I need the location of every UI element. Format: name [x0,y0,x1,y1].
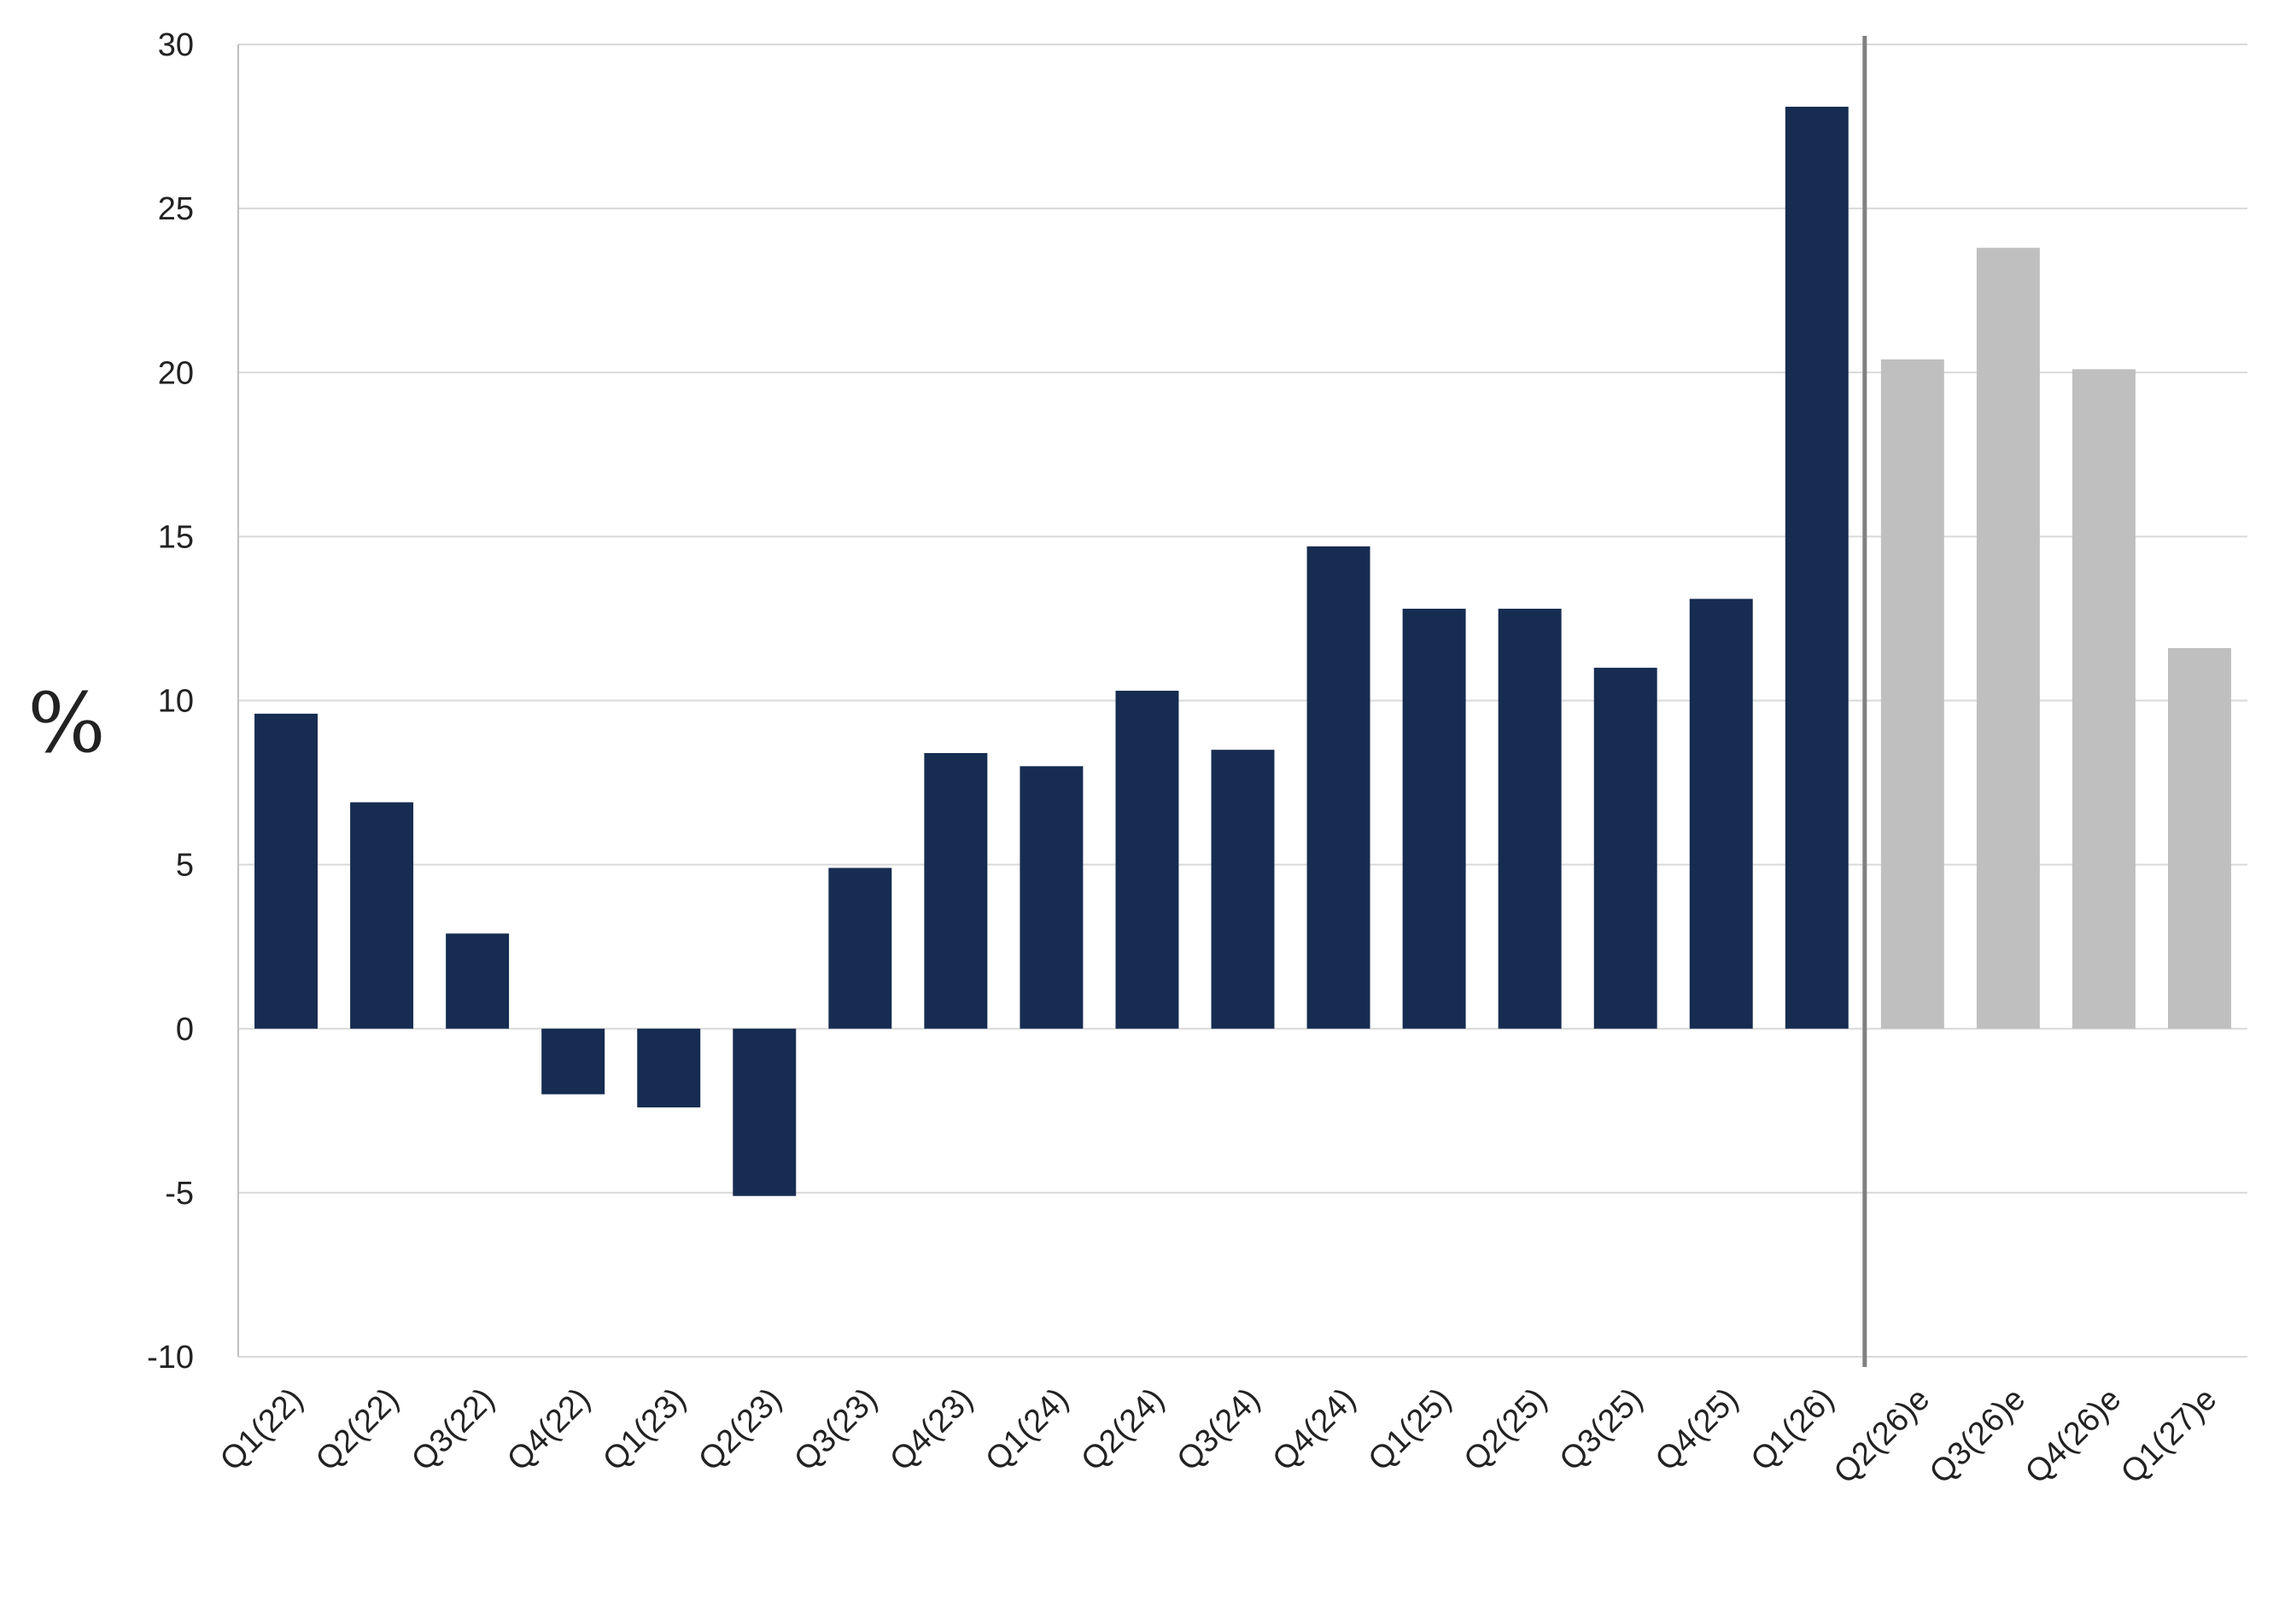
x-tick-label: Q2(24) [1074,1382,1171,1478]
y-tick-label: 15 [158,519,194,555]
x-tick-label: Q4(24) [1266,1382,1363,1478]
y-tick-label: 5 [176,848,194,884]
y-tick-label: -10 [147,1340,194,1376]
bar [1020,766,1084,1029]
y-tick-label: -5 [165,1176,194,1212]
bar [254,713,318,1029]
bar [924,752,988,1029]
x-tick-label: Q1(26) [1744,1382,1841,1478]
x-tick-label: Q4(25) [1649,1382,1745,1478]
x-tick-label: Q1(25) [1362,1382,1458,1478]
x-tick-label: Q3(23) [787,1382,884,1478]
bar [1115,690,1179,1029]
bar [541,1028,605,1095]
bar [1306,546,1370,1029]
bar [350,802,414,1029]
forecast-bar [2168,648,2231,1029]
bar [637,1028,701,1107]
x-tick-label: Q1(22) [213,1382,310,1478]
bar [1402,608,1466,1029]
x-tick-label: Q1(27)e [2114,1382,2223,1491]
y-tick-label: 0 [176,1012,194,1048]
x-tick-label: Q2(23) [692,1382,788,1478]
gridlines [238,44,2247,1358]
x-tick-label: Q4(26)e [2019,1382,2128,1491]
x-tick-label: Q1(23) [596,1382,692,1478]
y-tick-labels: 30 25 20 15 10 5 0 -5 -10 [147,27,194,1376]
x-tick-label: Q2(25) [1458,1382,1554,1478]
bar [733,1028,797,1196]
x-tick-label: Q3(22) [405,1382,501,1478]
bar [1689,599,1753,1029]
bar [1211,750,1275,1029]
y-tick-label: 30 [158,27,194,63]
x-tick-label: Q3(26)e [1923,1382,2032,1491]
y-tick-label: 10 [158,684,194,720]
bar [446,933,510,1029]
forecast-bar [2072,369,2136,1029]
forecast-bar [1880,359,1944,1029]
x-tick-label: Q3(25) [1553,1382,1650,1478]
x-tick-label: Q4(23) [883,1382,979,1478]
forecast-bar [1976,248,2040,1029]
bar [1785,107,1849,1029]
bar [1498,608,1562,1029]
x-tick-label: Q3(24) [1171,1382,1267,1478]
y-axis-label: % [27,675,105,771]
x-tick-label: Q1(24) [979,1382,1075,1478]
bar [828,867,892,1029]
bars [254,107,2231,1196]
axes [237,36,1867,1367]
y-tick-label: 20 [158,355,194,391]
x-tick-label: Q2(26)e [1827,1382,1937,1491]
x-tick-labels: Q1(22)Q2(22)Q3(22)Q4(22)Q1(23)Q2(23)Q3(2… [213,1382,2223,1491]
y-tick-label: 25 [158,191,194,227]
bar [1593,668,1657,1029]
x-tick-label: Q2(22) [309,1382,406,1478]
x-tick-label: Q4(22) [500,1382,597,1478]
